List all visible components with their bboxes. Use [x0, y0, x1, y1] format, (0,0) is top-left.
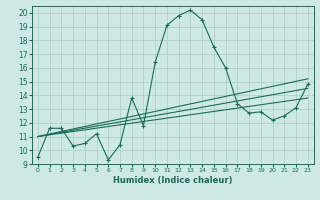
X-axis label: Humidex (Indice chaleur): Humidex (Indice chaleur) [113, 176, 233, 185]
